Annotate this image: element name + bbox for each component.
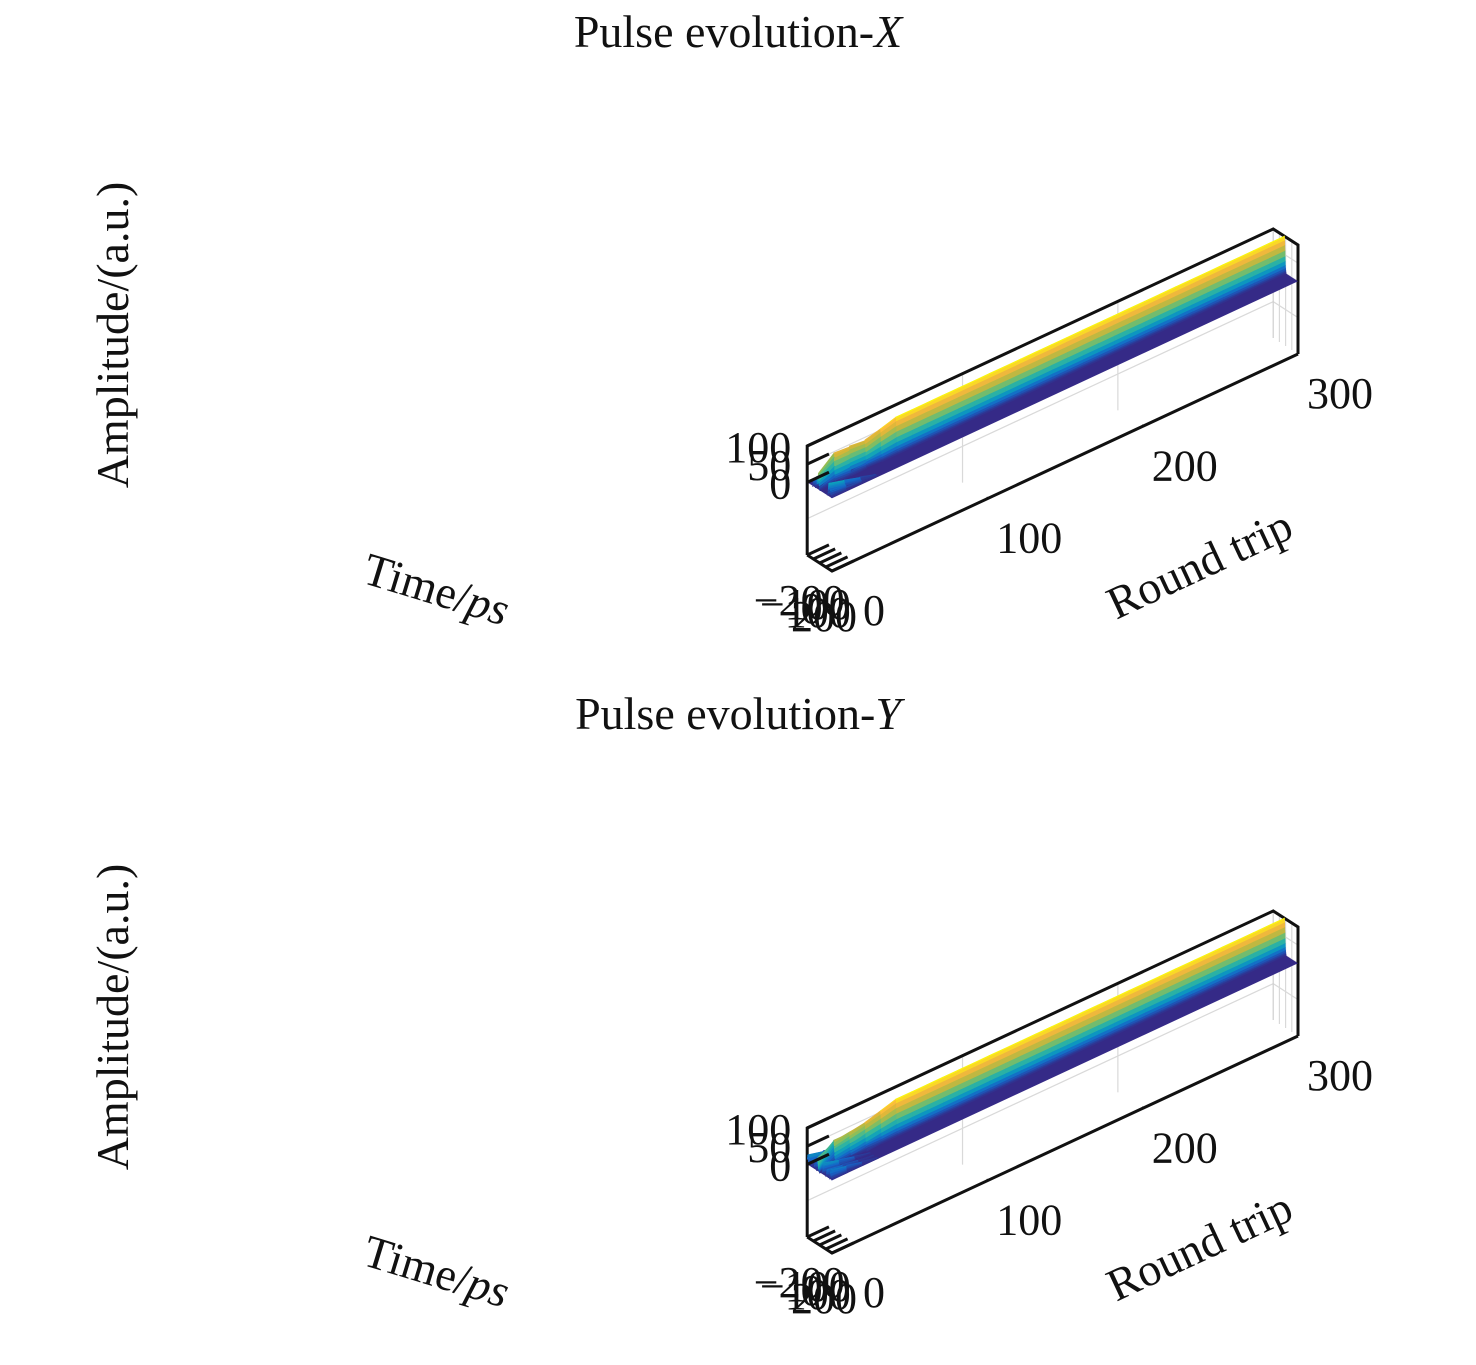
surface-patch	[854, 1153, 872, 1161]
y-tick-label: 100	[996, 1196, 1062, 1245]
surface-patch	[846, 482, 863, 490]
z-axis-label: Amplitude/(a.u.)	[87, 182, 138, 489]
x-tick-label: −100	[760, 580, 851, 629]
x-tick-label: −200	[754, 1258, 845, 1307]
x-tick-mark	[831, 559, 855, 573]
y-tick-mark	[1296, 1034, 1299, 1038]
surface	[806, 917, 1298, 1181]
y-axis-label: Round trip	[1099, 499, 1300, 629]
x-tick-label: 100	[785, 1270, 851, 1319]
y-tick-label: 200	[1152, 441, 1218, 490]
chart-panel-x: −200 −100 0 100 200 0 100 200 300 100 50 0 Pulse evo…	[0, 0, 1476, 682]
z-tick-mark	[806, 1152, 830, 1166]
grid-line-z	[1272, 983, 1299, 1001]
y-tick-label: 100	[996, 514, 1062, 563]
x-tick-label: −200	[754, 576, 845, 625]
chart-title-text: Pulse evolution-	[575, 688, 875, 739]
z-tick-label: 50	[747, 1123, 791, 1172]
surface-patch	[1270, 954, 1287, 964]
z-tick-label: 100	[725, 1105, 791, 1154]
y-tick-label: 200	[1152, 1123, 1218, 1172]
y-tick-mark	[1140, 1106, 1144, 1110]
y-tick-label: 300	[1307, 369, 1373, 418]
z-tick-label: 50	[747, 441, 791, 490]
grid-line-z	[1272, 301, 1299, 319]
x-tick-label: 200	[791, 592, 857, 641]
x-tick-mark	[825, 1237, 849, 1251]
x-tick-mark	[812, 1229, 836, 1243]
z-tick-mark	[806, 1134, 830, 1148]
surface-patch	[831, 1171, 848, 1181]
z-tick-mark	[806, 434, 830, 448]
surface	[807, 235, 1298, 499]
z-tick-label: 0	[769, 459, 791, 508]
x-tick-mark	[831, 1241, 855, 1255]
x-axis-label: Time/ps	[358, 1225, 516, 1317]
ticks	[806, 352, 1299, 573]
x-tick-mark	[806, 543, 830, 557]
ticks	[806, 1034, 1299, 1255]
x-tick-label: 0	[801, 584, 823, 633]
x-tick-label: 0	[801, 1266, 823, 1315]
z-tick-mark	[806, 470, 830, 484]
x-tick-mark	[818, 1233, 842, 1247]
chart-title: Pulse evolution-Y	[575, 688, 905, 739]
x-tick-label: 200	[791, 1274, 857, 1323]
x-tick-mark	[812, 547, 836, 561]
y-tick-mark	[1296, 352, 1299, 356]
grid-line-z	[806, 301, 1274, 520]
chart-title-var: Y	[875, 688, 905, 739]
y-tick-label: 300	[1307, 1051, 1373, 1100]
y-tick-label: 0	[863, 586, 885, 635]
y-tick-label: 0	[863, 1268, 885, 1317]
surface-patch	[850, 467, 868, 477]
x-tick-label: 100	[785, 588, 851, 637]
x-tick-label: −100	[760, 1262, 851, 1311]
x-axis-label: Time/ps	[358, 543, 516, 635]
y-tick-mark	[1140, 424, 1144, 428]
x-tick-mark	[825, 555, 849, 569]
grid-line-z	[806, 983, 1274, 1202]
z-tick-label: 0	[769, 1141, 791, 1190]
y-tick-mark	[830, 569, 833, 573]
x-axis-label-text: Time/	[358, 1225, 477, 1305]
z-axis-label: Amplitude/(a.u.)	[87, 864, 138, 1171]
surface-patch	[1270, 272, 1287, 282]
x-tick-mark	[818, 551, 842, 565]
z-tick-label: 100	[725, 423, 791, 472]
x-axis-label-text: Time/	[358, 543, 477, 623]
y-axis-label: Round trip	[1099, 1181, 1300, 1311]
chart-title-text: Pulse evolution-	[574, 6, 874, 57]
chart-title-var: X	[872, 6, 904, 57]
x-tick-mark	[806, 1225, 830, 1239]
y-tick-mark	[830, 1251, 833, 1255]
y-tick-mark	[985, 496, 989, 500]
chart-panel-y: −200 −100 0 100 200 0 100 200 300 100 50 0 Pulse evo…	[0, 682, 1476, 1364]
chart-title: Pulse evolution-X	[574, 6, 904, 57]
z-tick-mark	[806, 452, 830, 466]
surface-patch	[830, 489, 848, 499]
surface-patch	[846, 1164, 864, 1173]
y-tick-mark	[985, 1178, 989, 1182]
z-tick-mark	[806, 1116, 830, 1130]
